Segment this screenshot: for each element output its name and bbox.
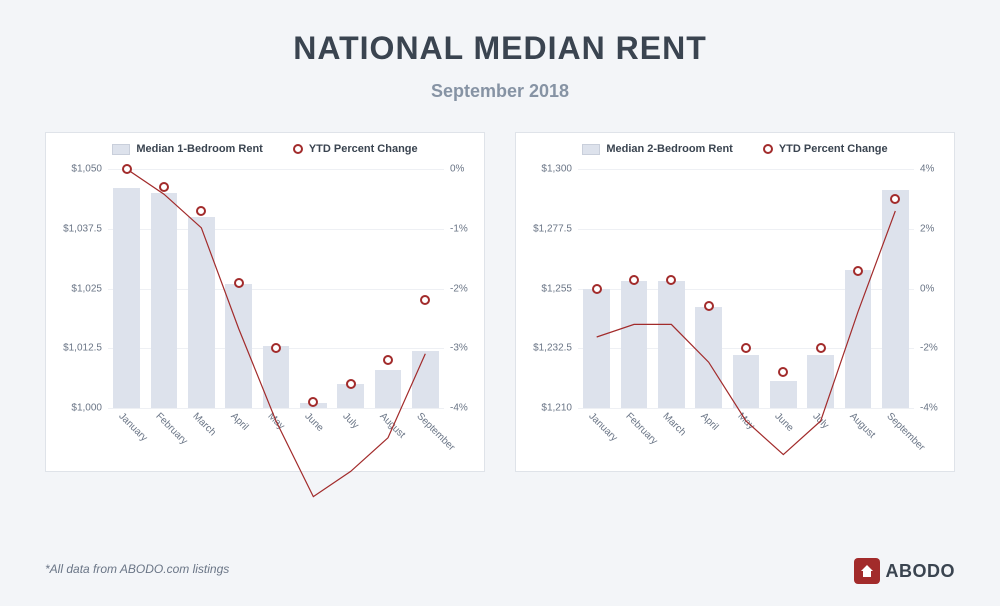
line-marker xyxy=(122,164,132,174)
brand-name: ABODO xyxy=(886,561,956,582)
legend-item-line: YTD Percent Change xyxy=(293,143,418,155)
line-marker xyxy=(816,343,826,353)
y-left-tick-label: $1,277.5 xyxy=(533,223,578,234)
legend: Median 2-Bedroom Rent YTD Percent Change xyxy=(516,133,954,161)
page-title: NATIONAL MEDIAN RENT xyxy=(0,0,1000,67)
legend-bar-label: Median 1-Bedroom Rent xyxy=(136,143,263,155)
plot-area: $1,050$1,037.5$1,025$1,012.5$1,0000%-1%-… xyxy=(108,169,444,409)
brand-logo: ABODO xyxy=(854,558,956,584)
line-marker-icon xyxy=(763,144,773,154)
y-right-tick-label: -1% xyxy=(444,223,468,234)
y-left-tick-label: $1,232.5 xyxy=(533,343,578,354)
legend-item-bar: Median 1-Bedroom Rent xyxy=(112,143,263,155)
trend-line xyxy=(127,169,426,497)
plot-area: $1,300$1,277.5$1,255$1,232.5$1,2104%2%0%… xyxy=(578,169,914,409)
line-marker xyxy=(666,275,676,285)
bar-swatch-icon xyxy=(112,144,130,155)
y-right-tick-label: 0% xyxy=(914,283,934,294)
y-right-tick-label: -2% xyxy=(914,343,938,354)
legend: Median 1-Bedroom Rent YTD Percent Change xyxy=(46,133,484,161)
line-marker xyxy=(346,379,356,389)
legend-item-bar: Median 2-Bedroom Rent xyxy=(582,143,733,155)
legend-line-label: YTD Percent Change xyxy=(779,143,888,155)
line-marker xyxy=(234,278,244,288)
line-marker xyxy=(629,275,639,285)
footnote: *All data from ABODO.com listings xyxy=(45,562,229,576)
y-left-tick-label: $1,012.5 xyxy=(63,343,108,354)
chart-1br: Median 1-Bedroom Rent YTD Percent Change… xyxy=(45,132,485,472)
chart-2br: Median 2-Bedroom Rent YTD Percent Change… xyxy=(515,132,955,472)
legend-bar-label: Median 2-Bedroom Rent xyxy=(606,143,733,155)
y-left-tick-label: $1,210 xyxy=(541,403,578,414)
y-right-tick-label: -3% xyxy=(444,343,468,354)
y-right-tick-label: -2% xyxy=(444,283,468,294)
y-right-tick-label: -4% xyxy=(444,403,468,414)
charts-row: Median 1-Bedroom Rent YTD Percent Change… xyxy=(0,102,1000,472)
line-marker xyxy=(853,266,863,276)
legend-item-line: YTD Percent Change xyxy=(763,143,888,155)
line-marker xyxy=(592,284,602,294)
house-icon xyxy=(854,558,880,584)
bar-swatch-icon xyxy=(582,144,600,155)
y-left-tick-label: $1,255 xyxy=(541,283,578,294)
y-left-tick-label: $1,050 xyxy=(71,164,108,175)
y-right-tick-label: 4% xyxy=(914,164,934,175)
legend-line-label: YTD Percent Change xyxy=(309,143,418,155)
page-subtitle: September 2018 xyxy=(0,67,1000,102)
line-marker-icon xyxy=(293,144,303,154)
line-layer xyxy=(108,169,444,505)
y-right-tick-label: 0% xyxy=(444,164,464,175)
y-left-tick-label: $1,037.5 xyxy=(63,223,108,234)
y-right-tick-label: 2% xyxy=(914,223,934,234)
y-left-tick-label: $1,000 xyxy=(71,403,108,414)
y-left-tick-label: $1,300 xyxy=(541,164,578,175)
line-layer xyxy=(578,169,914,505)
y-right-tick-label: -4% xyxy=(914,403,938,414)
y-left-tick-label: $1,025 xyxy=(71,283,108,294)
trend-line xyxy=(597,211,896,455)
line-marker xyxy=(159,182,169,192)
